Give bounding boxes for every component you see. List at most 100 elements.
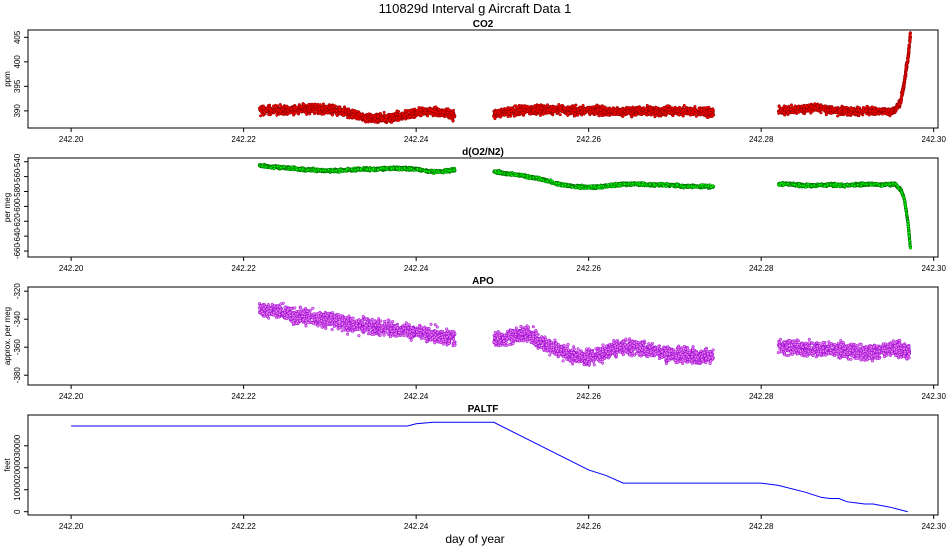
data-point <box>273 167 276 170</box>
data-point <box>431 113 434 116</box>
data-point <box>814 103 817 106</box>
data-point <box>650 110 653 113</box>
data-point <box>800 105 803 108</box>
data-point <box>881 109 884 112</box>
data-point <box>784 108 787 111</box>
data-point <box>823 107 826 110</box>
data-point <box>398 167 401 170</box>
data-point <box>546 104 549 107</box>
data-point <box>494 117 497 120</box>
data-point <box>428 108 431 111</box>
data-point <box>611 109 614 112</box>
data-point <box>280 167 283 170</box>
data-point <box>377 169 380 172</box>
data-point <box>265 165 268 168</box>
data-point <box>342 108 345 111</box>
data-point <box>806 106 809 109</box>
data-point <box>605 107 608 110</box>
data-point <box>319 103 322 106</box>
data-point <box>905 66 908 69</box>
data-point <box>322 169 325 172</box>
data-point <box>907 56 910 59</box>
x-tick-label: 242.30 <box>921 135 946 144</box>
data-point <box>300 110 303 113</box>
data-point <box>415 112 418 115</box>
data-point <box>654 111 657 114</box>
data-point <box>614 109 617 112</box>
figure-title: 110829d Interval g Aircraft Data 1 <box>379 1 572 16</box>
data-point <box>395 112 398 115</box>
data-point <box>901 88 904 91</box>
data-point <box>321 108 324 111</box>
data-point <box>600 114 603 117</box>
data-point <box>398 116 401 119</box>
data-point <box>539 114 542 117</box>
data-point <box>655 106 658 109</box>
data-point <box>331 106 334 109</box>
data-point <box>791 111 794 114</box>
data-point <box>688 111 691 114</box>
data-point <box>308 107 311 110</box>
data-point <box>554 108 557 111</box>
data-point <box>588 111 591 114</box>
data-point <box>839 113 842 116</box>
x-axis-title: day of year <box>445 532 504 546</box>
data-point <box>263 106 266 109</box>
data-point <box>778 105 781 108</box>
data-point <box>536 110 539 113</box>
data-point <box>510 107 513 110</box>
data-point <box>567 112 570 115</box>
data-point <box>294 108 297 111</box>
data-point <box>905 72 908 75</box>
x-tick-label: 242.22 <box>231 135 256 144</box>
data-point <box>809 110 812 113</box>
data-point <box>331 114 334 117</box>
data-point <box>390 168 393 171</box>
data-point <box>396 167 399 170</box>
y-axis-label: per meg <box>3 193 12 222</box>
data-point <box>432 110 435 113</box>
data-point <box>532 110 535 113</box>
data-point <box>326 112 329 115</box>
data-point <box>559 113 562 116</box>
data-point <box>283 166 286 169</box>
data-points <box>258 163 912 249</box>
y-tick-label: -560 <box>13 168 22 185</box>
data-point <box>364 118 367 121</box>
data-point <box>871 106 874 109</box>
y-tick-label: -540 <box>13 153 22 170</box>
data-point <box>838 109 841 112</box>
data-point <box>547 111 550 114</box>
data-point <box>695 115 698 118</box>
data-point <box>786 112 789 115</box>
data-point <box>357 113 360 116</box>
y-tick-label: -600 <box>13 198 22 215</box>
y-tick-label: 395 <box>13 79 22 93</box>
x-tick-label: 242.28 <box>749 135 774 144</box>
data-point <box>494 112 497 115</box>
data-point <box>370 169 373 172</box>
data-point <box>515 111 518 114</box>
data-point <box>497 115 500 118</box>
data-point <box>397 119 400 122</box>
data-point <box>797 107 800 110</box>
data-point <box>299 168 302 171</box>
x-tick-label: 242.30 <box>921 264 946 273</box>
data-point <box>678 113 681 116</box>
data-point <box>623 111 626 114</box>
data-point <box>330 109 333 112</box>
data-point <box>857 108 860 111</box>
y-tick-label: -660 <box>13 242 22 259</box>
data-point <box>325 108 328 111</box>
y-tick-label: -580 <box>13 183 22 200</box>
data-point <box>410 110 413 113</box>
data-point <box>380 167 383 170</box>
y-axis-label: ppm <box>3 71 12 87</box>
plot-frame <box>28 158 938 257</box>
data-point <box>654 115 657 118</box>
data-point <box>583 111 586 114</box>
data-point <box>571 105 574 108</box>
data-point <box>909 39 912 42</box>
data-point <box>820 106 823 109</box>
